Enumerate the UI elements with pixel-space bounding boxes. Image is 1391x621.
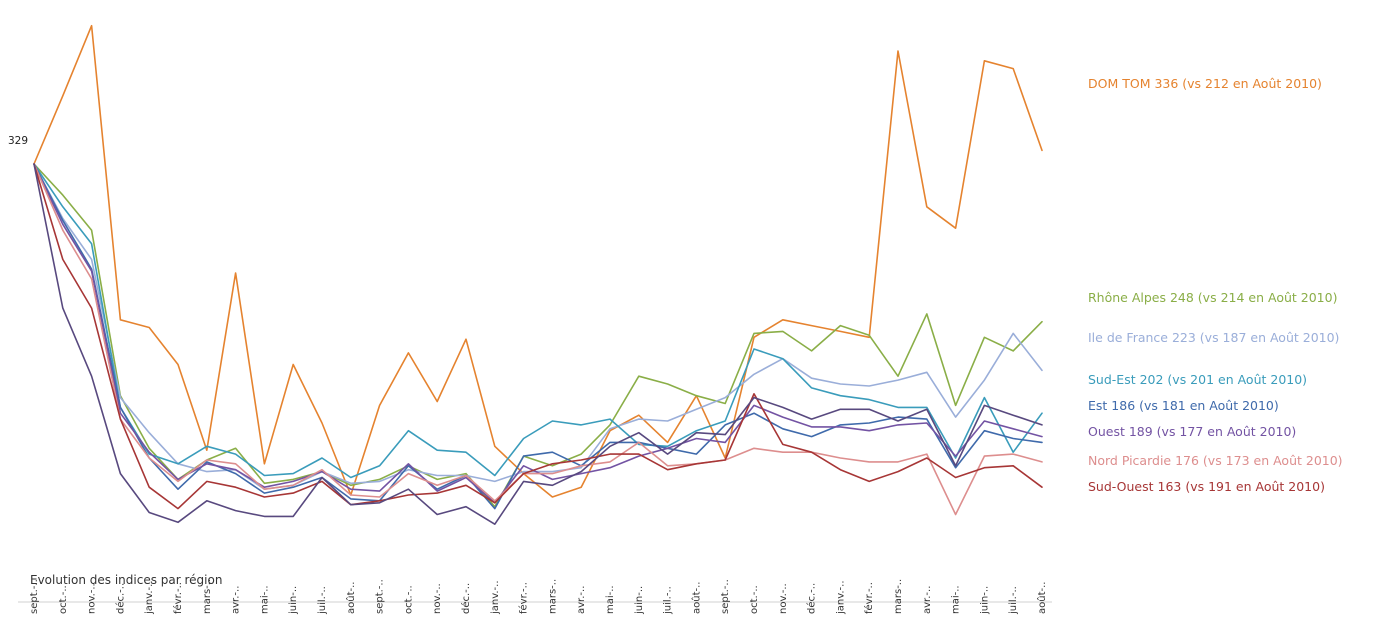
x-tick-label: sept.-..	[29, 579, 40, 614]
legend-entry: Sud-Ouest 163 (vs 191 en Août 2010)	[1088, 479, 1325, 494]
series-line-7	[33, 163, 1043, 510]
x-tick-label: mai-..	[259, 585, 270, 614]
series-line-4	[33, 163, 1043, 510]
legend-entry: Ouest 189 (vs 177 en Août 2010)	[1088, 424, 1296, 439]
x-tick-label: août-..	[690, 582, 702, 614]
legend-entry: DOM TOM 336 (vs 212 en Août 2010)	[1088, 76, 1322, 91]
x-tick-label: avr.-..	[231, 586, 242, 614]
x-tick-label: mars-..	[202, 579, 213, 614]
x-tick-labels: sept.-.. oct.-.. nov.-.. déc.-.. janv.-.. fév…	[29, 579, 1048, 615]
legend-entry: Nord Picardie 176 (vs 173 en Août 2010)	[1088, 453, 1343, 468]
x-tick-label: août-..	[1036, 582, 1048, 614]
series-line-1	[33, 163, 1043, 508]
x-tick-label: juil.-..	[317, 586, 328, 615]
series-line-6	[33, 163, 1043, 516]
legend: DOM TOM 336 (vs 212 en Août 2010) Rhône A…	[1088, 76, 1343, 494]
x-tick-label: févr.-..	[172, 582, 184, 614]
x-tick-label: nov.-..	[778, 583, 789, 614]
x-tick-label: juil.-..	[1008, 586, 1019, 615]
legend-entry: Rhône Alpes 248 (vs 214 en Août 2010)	[1088, 290, 1337, 305]
x-tick-label: oct.-..	[749, 585, 760, 614]
x-tick-label: sept.-..	[375, 579, 386, 614]
legend-entry: Est 186 (vs 181 en Août 2010)	[1088, 398, 1279, 413]
x-tick-label: juin-..	[634, 586, 645, 615]
start-value-label: 329	[8, 135, 28, 147]
legend-entry: Ile de France 223 (vs 187 en Août 2010)	[1088, 330, 1339, 345]
series-line-5	[33, 163, 1043, 504]
x-tick-label: déc.-..	[460, 583, 472, 614]
series-line-2	[33, 163, 1043, 491]
x-tick-label: juil.-..	[663, 586, 674, 615]
x-tick-label: juin-..	[979, 586, 990, 615]
x-tick-label: août-..	[345, 582, 357, 614]
x-tick-label: févr.-..	[863, 582, 875, 614]
series-line-0	[33, 24, 1043, 498]
x-tick-label: avr.-..	[576, 586, 587, 614]
x-tick-label: avr.-..	[922, 586, 933, 614]
series-lines	[33, 24, 1043, 526]
x-tick-label: janv.-..	[144, 580, 155, 615]
legend-entry: Sud-Est 202 (vs 201 en Août 2010)	[1088, 372, 1307, 387]
x-tick-label: mai-..	[951, 585, 962, 614]
x-tick-label: oct.-..	[58, 585, 69, 614]
chart-subtitle: Evolution des indices par région	[30, 573, 222, 587]
x-tick-label: mars-..	[893, 579, 904, 614]
x-tick-label: sept.-..	[720, 579, 731, 614]
x-tick-label: déc.-..	[114, 583, 126, 614]
x-tick-label: oct.-..	[403, 585, 414, 614]
x-tick-label: janv.-..	[490, 580, 501, 615]
series-line-3	[33, 163, 1043, 479]
x-tick-label: nov.-..	[432, 583, 443, 614]
x-tick-label: janv.-..	[835, 580, 846, 615]
x-tick-label: nov.-..	[87, 583, 98, 614]
x-tick-label: juin-..	[288, 586, 299, 615]
x-tick-label: mai-..	[605, 585, 616, 614]
x-tick-label: mars-..	[547, 579, 558, 614]
x-tick-label: déc.-..	[806, 583, 818, 614]
x-tick-label: févr.-..	[518, 582, 530, 614]
series-line-8	[33, 163, 1043, 526]
